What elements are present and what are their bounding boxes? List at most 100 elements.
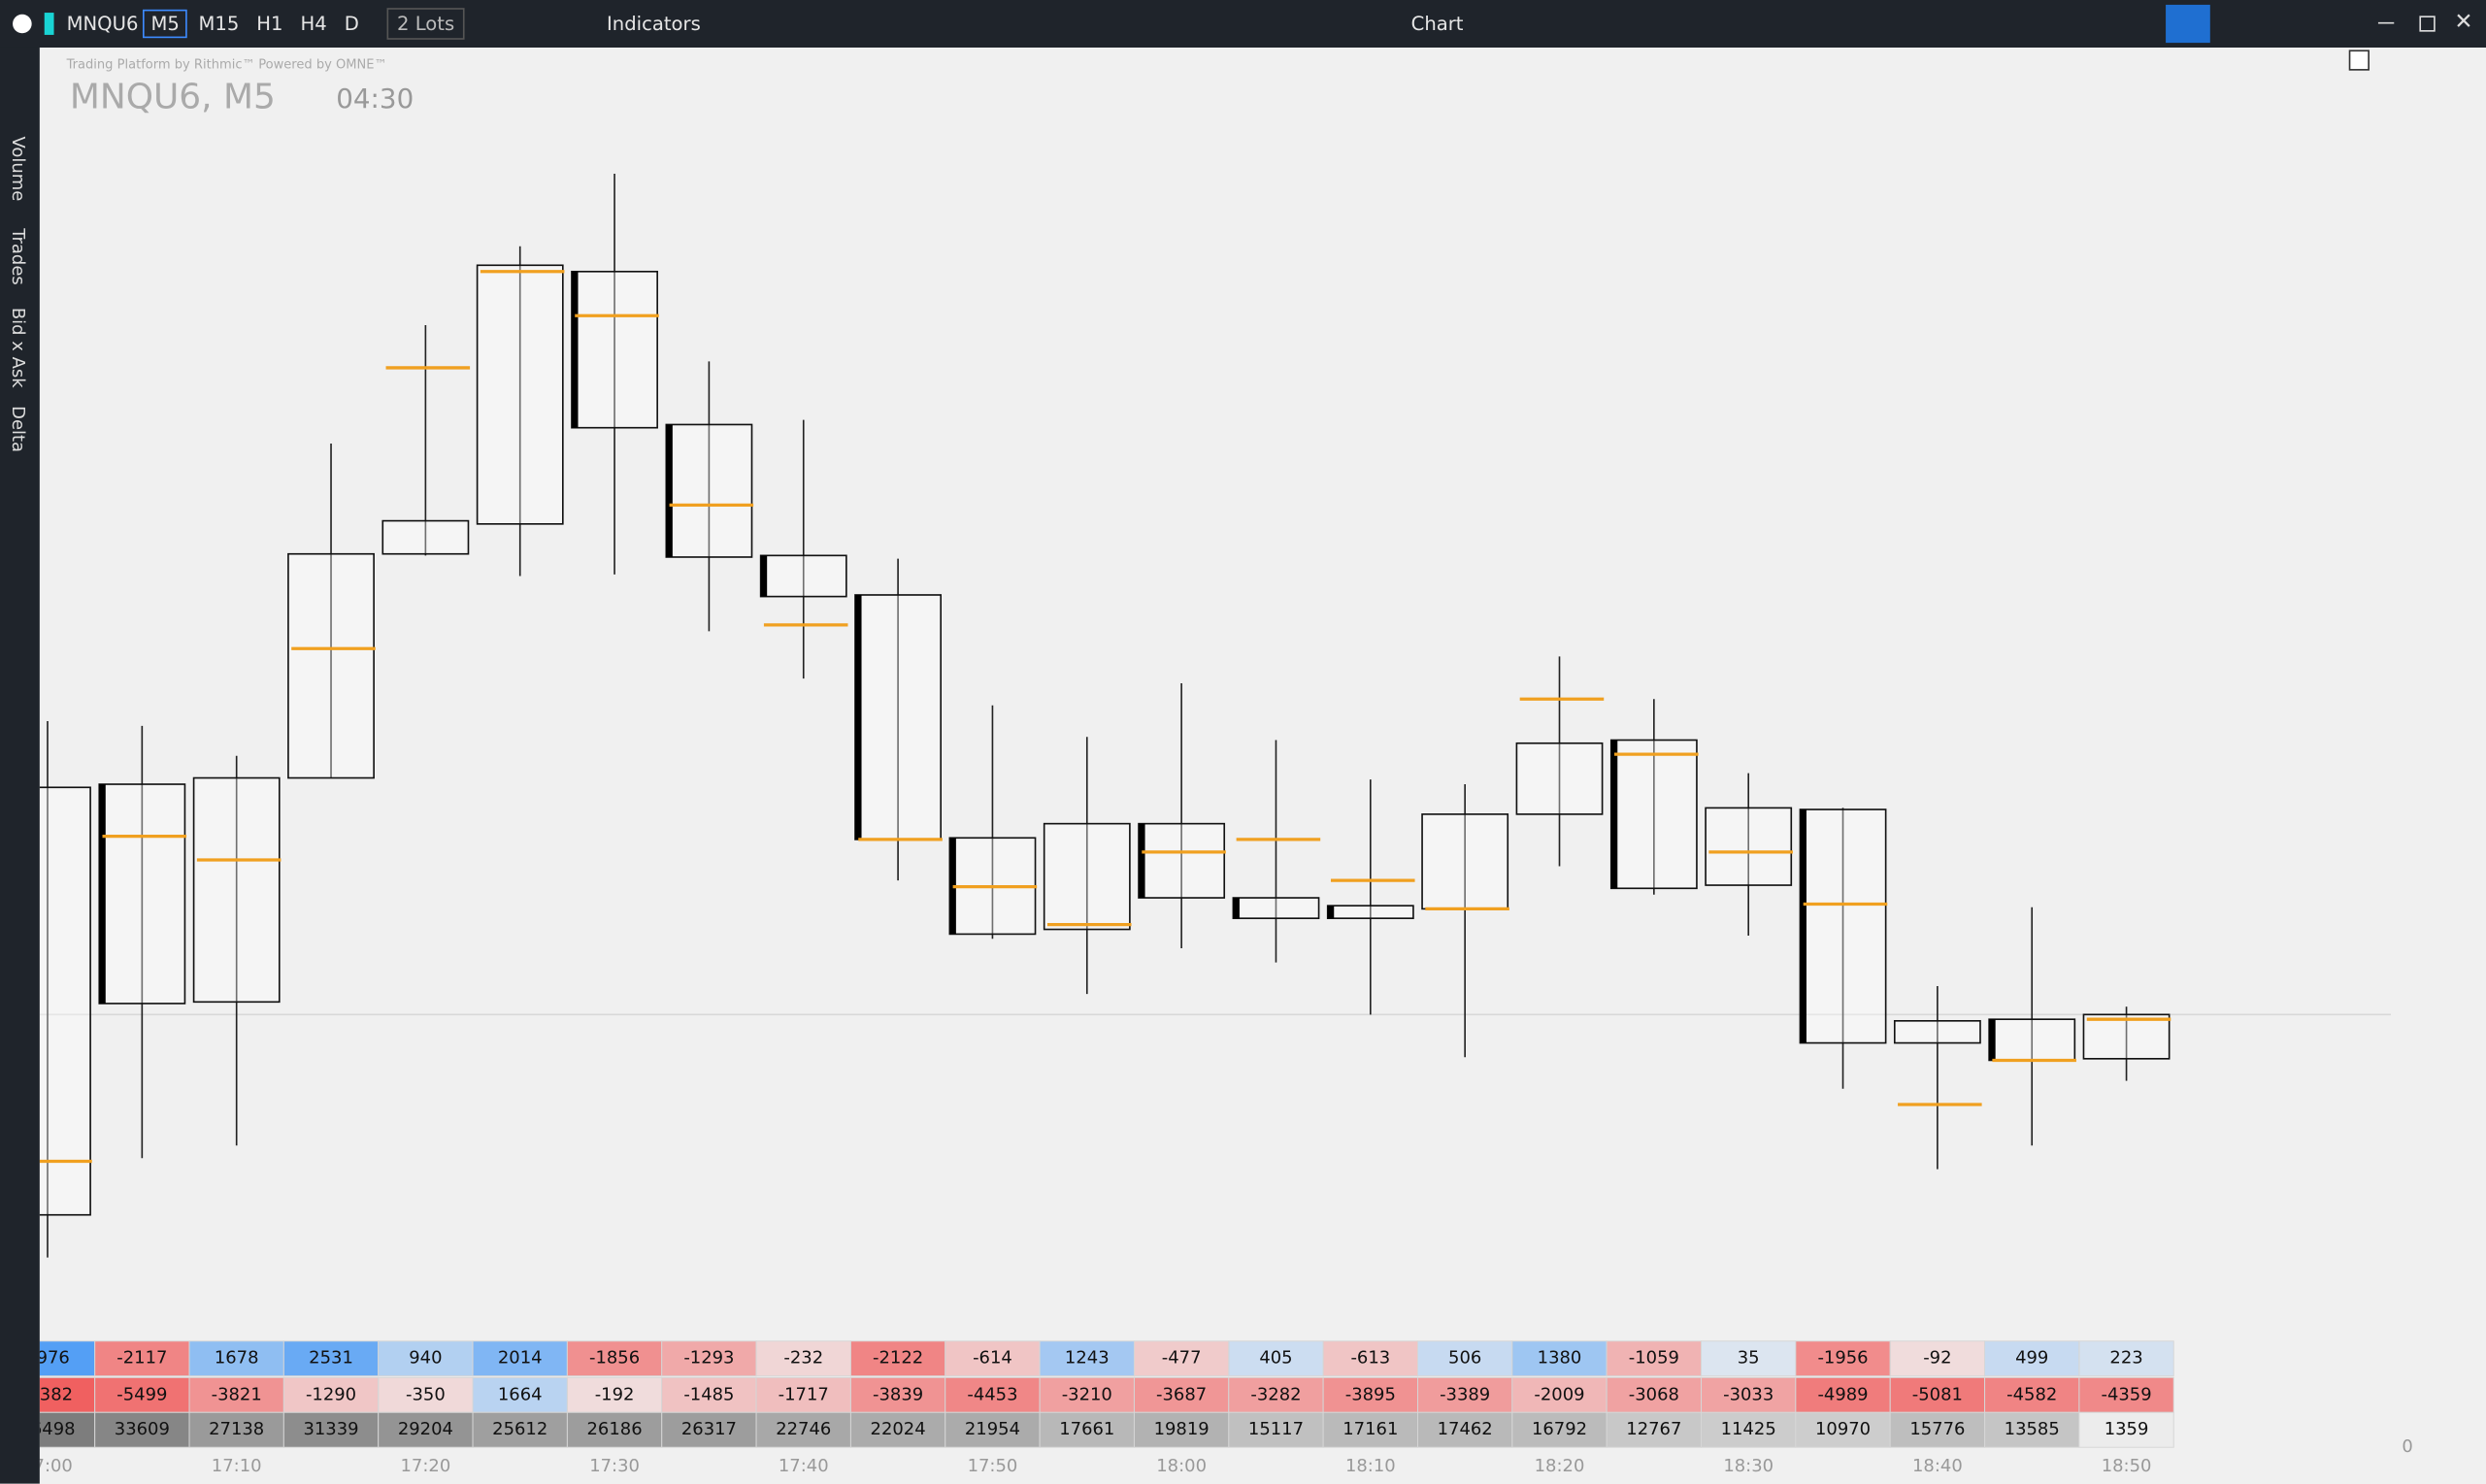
table-value: 2014 [498,1348,543,1369]
price-tick-label: 30345.00 [2390,242,2473,262]
table-cell [94,1411,190,1448]
price-tick-label: 30285.00 [2390,620,2473,641]
candle-body [39,786,91,1216]
candle-body [476,264,564,525]
price-tick-label: 30217.50 [2390,1046,2473,1067]
table-value: -3389 [1440,1384,1490,1404]
table-cell [1701,1340,1797,1377]
link-color[interactable] [44,13,54,35]
table-value: 26317 [681,1419,737,1439]
app-logo[interactable] [13,14,32,34]
price-tick-label: 30232.50 [2390,952,2473,973]
table-value: -3839 [873,1384,923,1404]
table-cell [1701,1376,1797,1413]
table-cell [945,1340,1041,1377]
timeframe[interactable]: M15 [198,13,240,35]
window-title: Chart [1410,13,1464,35]
lots-selector[interactable]: 2 Lots [387,8,464,40]
bearish-edge [1989,1019,1996,1061]
table-value: 2531 [309,1348,353,1369]
price-tick-label: 30195.00 [2390,1188,2473,1208]
table-value: -232 [783,1348,823,1369]
table-value: -3895 [1345,1384,1396,1404]
sidebar-tab[interactable]: Delta [8,406,29,453]
table-value: 19819 [1154,1419,1210,1439]
bearish-edge [854,594,862,840]
table-value: 21954 [965,1419,1020,1439]
time-label: 18:50 [2102,1456,2152,1476]
price-tick-label: 30210.00 [2390,1094,2473,1114]
price-tick-label: 30247.50 [2390,857,2473,877]
table-value: -2122 [873,1348,923,1369]
timeframe[interactable]: M5 [143,9,188,39]
table-value: 1359 [2105,1419,2149,1439]
table-value: 506 [1448,1348,1481,1369]
last-price-label: 30224.25 [2394,1004,2477,1024]
table-value: -4359 [2101,1384,2151,1404]
candle-body [1326,905,1414,919]
time-label: 18:00 [1156,1456,1207,1476]
price-tick-label: 30307.50 [2390,478,2473,499]
table-value: 35 [1738,1348,1760,1369]
candle-body [571,270,658,429]
table-cell [1511,1340,1608,1377]
indicators-button[interactable]: Indicators [606,13,701,35]
table-value: -613 [1350,1348,1390,1369]
screenshot-button[interactable] [2166,4,2210,44]
symbol[interactable]: MNQU6 [66,13,139,35]
table-cell [1228,1376,1324,1413]
table-cell [378,1340,474,1377]
table-value: -1290 [306,1384,356,1404]
bearish-edge [1139,823,1145,899]
table-value: -1956 [1817,1348,1868,1369]
sidebar: Volume Trades Bid x Ask Delta [0,47,40,1484]
table-value: -1856 [589,1348,640,1369]
table-value: 2976 [25,1348,70,1369]
sidebar-tab[interactable]: Trades [8,228,29,285]
table-cell [566,1376,663,1413]
price-tick-label: 30292.50 [2390,574,2473,594]
chart-title: MNQU6, M5 [70,77,276,116]
table-value: 17661 [1059,1419,1114,1439]
table-cell [661,1340,757,1377]
table-value: -6382 [22,1384,73,1404]
volume-axis-label: 0 [2402,1436,2412,1457]
close-button[interactable]: ✕ [2454,9,2473,35]
table-value: -614 [973,1348,1012,1369]
price-tick-label: 30315.00 [2390,431,2473,451]
table-value: 405 [1259,1348,1292,1369]
table-cell [849,1340,946,1377]
timeframe[interactable]: D [344,13,359,35]
table-cell [188,1376,284,1413]
price-tick-label: 30277.50 [2390,668,2473,688]
bearish-edge [1233,898,1240,919]
price-tick-label: 30255.00 [2390,809,2473,830]
table-cell [1889,1411,1986,1448]
minimize-button[interactable] [2377,21,2395,24]
table-value: -4582 [2006,1384,2057,1404]
table-cell [472,1376,568,1413]
table-cell [661,1376,757,1413]
table-value: -3210 [1062,1384,1112,1404]
watermark: Trading Platform by Rithmic™ [66,57,255,72]
scroll-end-button[interactable] [2348,49,2370,71]
table-cell [1889,1376,1986,1413]
table-value: -3033 [1723,1384,1773,1404]
table-value: -5499 [116,1384,167,1404]
price-tick-label: 30180.00 [2390,1283,2473,1303]
timeframe[interactable]: H1 [256,13,283,35]
timeframe[interactable]: H4 [300,13,327,35]
price-tick-label: 30367.50 [2390,100,2473,120]
sidebar-tab[interactable]: Bid x Ask [8,307,29,388]
table-cell [2078,1340,2174,1377]
candle-body [665,423,753,558]
sidebar-tab[interactable]: Volume [8,136,29,202]
restore-button[interactable] [2419,16,2436,32]
table-cell [1984,1340,2080,1377]
table-value: 27138 [209,1419,264,1439]
table-value: -1059 [1629,1348,1679,1369]
candle-body [98,783,186,1005]
table-value: -477 [1162,1348,1202,1369]
